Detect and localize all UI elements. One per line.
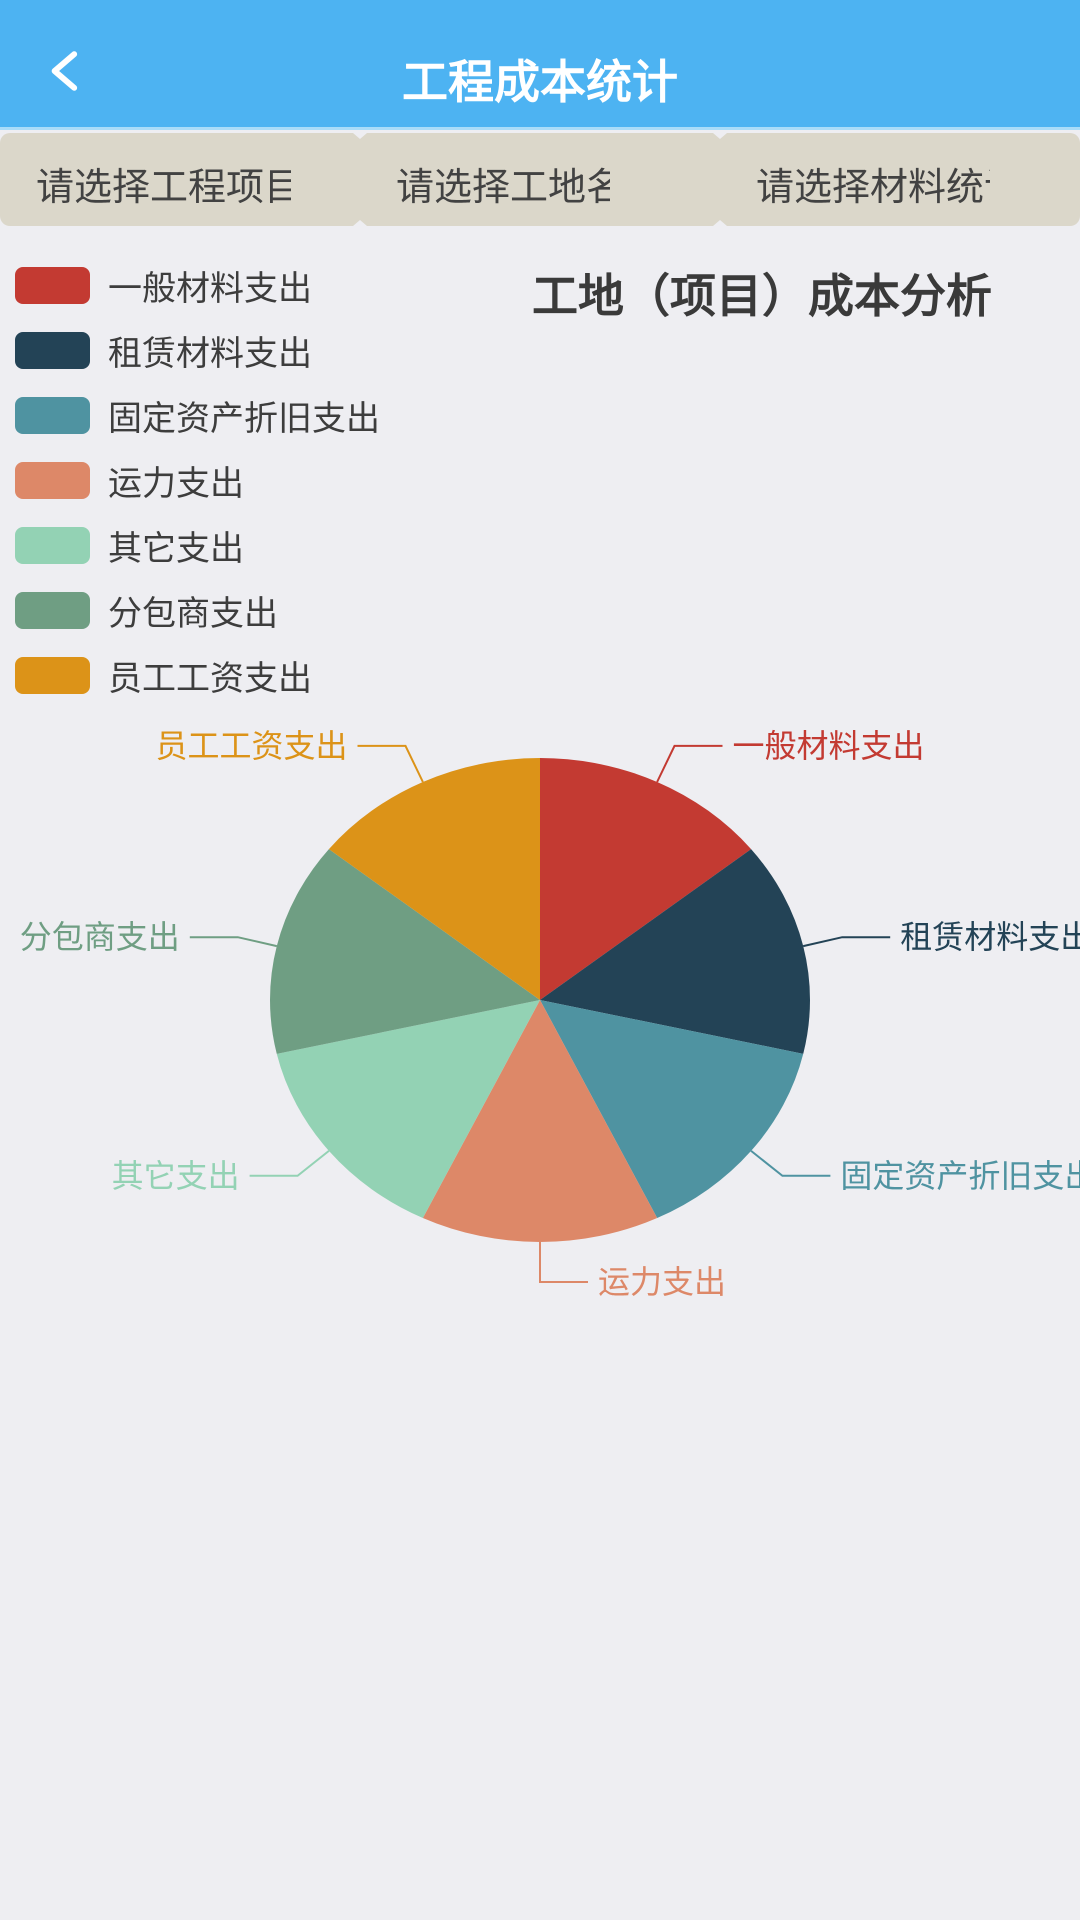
svg-text:运力支出: 运力支出 [598,1264,726,1300]
svg-text:员工工资支出: 员工工资支出 [155,728,347,764]
svg-text:分包商支出: 分包商支出 [20,919,180,955]
svg-text:固定资产折旧支出: 固定资产折旧支出 [840,1158,1080,1194]
svg-text:其它支出: 其它支出 [112,1158,240,1194]
svg-text:租赁材料支出: 租赁材料支出 [900,919,1080,955]
svg-text:一般材料支出: 一般材料支出 [733,728,925,764]
